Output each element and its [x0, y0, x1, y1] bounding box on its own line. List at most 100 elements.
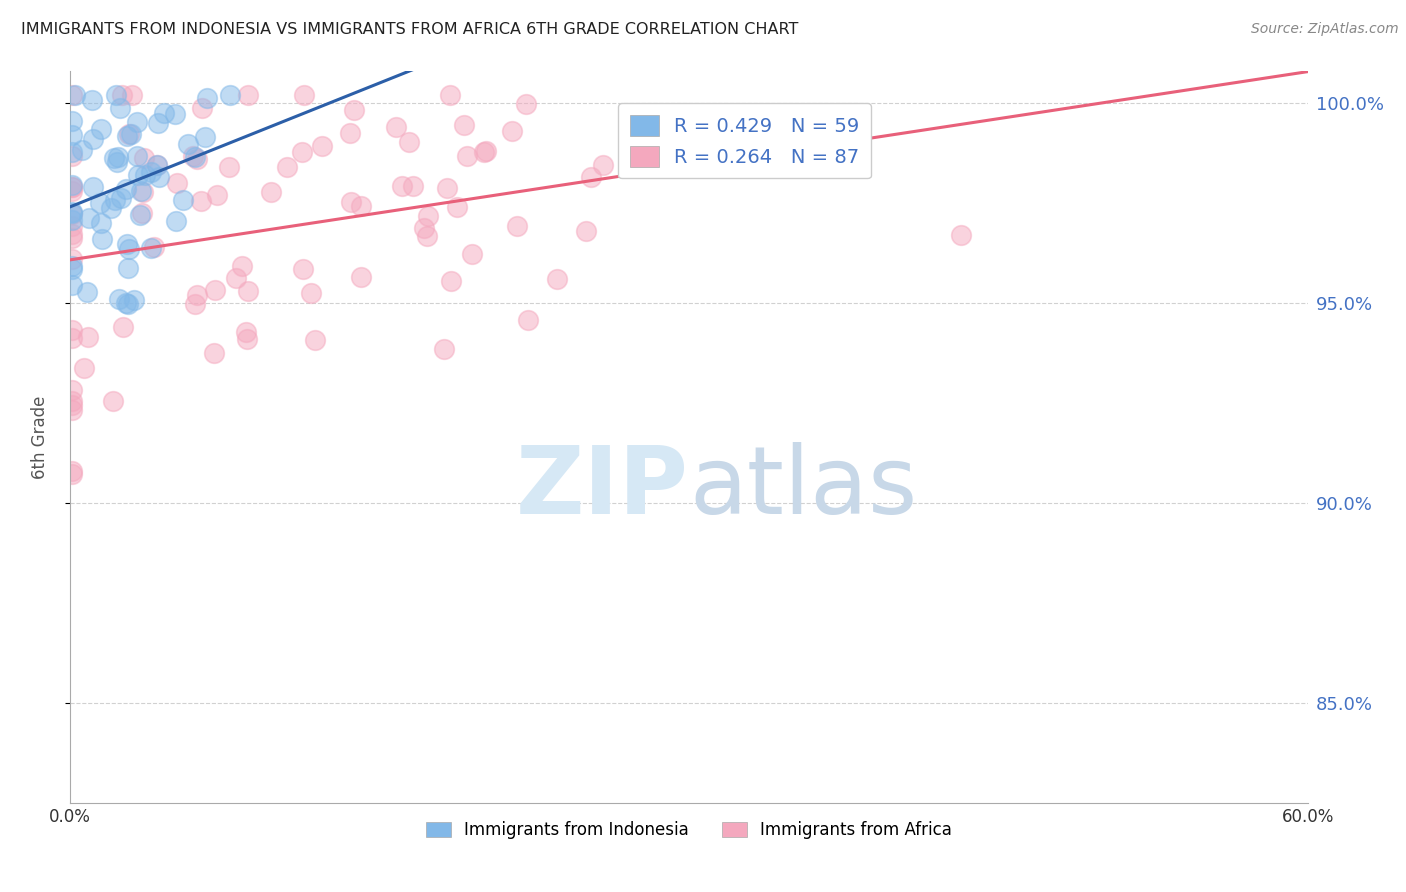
- Point: [60, 393, 83, 408]
- Point: [276, 160, 298, 174]
- Point: [60, 323, 83, 337]
- Point: [82, 132, 104, 146]
- Point: [105, 88, 128, 103]
- Point: [152, 105, 174, 120]
- Point: [339, 195, 361, 210]
- Point: [60, 252, 83, 266]
- Point: [127, 168, 149, 182]
- Point: [238, 284, 260, 298]
- Point: [146, 158, 169, 172]
- Point: [60, 88, 83, 103]
- Point: [73, 361, 96, 376]
- Point: [60, 331, 83, 345]
- Point: [60, 230, 83, 244]
- Point: [60, 398, 83, 412]
- Point: [129, 184, 152, 198]
- Point: [60, 467, 83, 481]
- Point: [101, 394, 124, 409]
- Point: [111, 88, 134, 103]
- Point: [436, 181, 458, 195]
- Point: [76, 329, 98, 343]
- Point: [236, 332, 259, 346]
- Point: [60, 145, 83, 159]
- Point: [60, 180, 83, 194]
- Point: [205, 188, 228, 202]
- Point: [439, 88, 461, 103]
- Point: [60, 128, 83, 142]
- Point: [70, 143, 93, 157]
- Point: [186, 288, 208, 302]
- Point: [402, 179, 425, 194]
- Point: [235, 326, 257, 340]
- Point: [433, 342, 456, 356]
- Point: [391, 179, 413, 194]
- Point: [91, 232, 114, 246]
- Point: [60, 207, 83, 221]
- Point: [103, 194, 125, 208]
- Point: [204, 284, 226, 298]
- Point: [446, 200, 468, 214]
- Point: [416, 209, 439, 223]
- Point: [131, 206, 153, 220]
- Point: [60, 261, 83, 276]
- Point: [60, 227, 83, 241]
- Point: [125, 115, 148, 129]
- Point: [62, 113, 84, 128]
- Point: [461, 247, 484, 261]
- Point: [103, 151, 125, 165]
- Point: [398, 135, 420, 149]
- Point: [472, 145, 495, 160]
- Point: [176, 136, 198, 151]
- Point: [128, 208, 150, 222]
- Point: [194, 129, 217, 144]
- Point: [501, 124, 523, 138]
- Point: [311, 138, 333, 153]
- Point: [60, 403, 83, 417]
- Point: [385, 120, 408, 134]
- Point: [292, 88, 315, 103]
- Point: [148, 169, 170, 184]
- Point: [575, 224, 598, 238]
- Point: [60, 184, 83, 198]
- Point: [107, 151, 129, 165]
- Point: [139, 242, 162, 256]
- Point: [202, 345, 225, 359]
- Point: [60, 260, 83, 274]
- Point: [146, 115, 169, 129]
- Point: [62, 205, 84, 219]
- Point: [291, 145, 314, 160]
- Point: [77, 211, 100, 226]
- Point: [107, 293, 129, 307]
- Point: [114, 295, 136, 310]
- Point: [117, 297, 139, 311]
- Point: [80, 94, 103, 108]
- Point: [172, 194, 194, 208]
- Point: [60, 464, 83, 478]
- Point: [301, 285, 323, 300]
- Point: [440, 274, 463, 288]
- Point: [121, 88, 143, 103]
- Point: [146, 158, 169, 172]
- Point: [453, 118, 475, 132]
- Point: [90, 122, 112, 136]
- Point: [117, 260, 139, 275]
- Point: [517, 312, 540, 326]
- Point: [260, 186, 283, 200]
- Point: [163, 107, 186, 121]
- Point: [60, 180, 83, 194]
- Point: [166, 177, 188, 191]
- Point: [225, 271, 247, 285]
- Point: [218, 160, 240, 174]
- Point: [350, 269, 373, 284]
- Point: [90, 217, 112, 231]
- Point: [139, 165, 162, 179]
- Point: [238, 88, 260, 103]
- Point: [105, 154, 128, 169]
- Point: [682, 145, 704, 160]
- Point: [100, 201, 122, 215]
- Point: [122, 293, 145, 307]
- Point: [60, 212, 83, 227]
- Point: [110, 191, 132, 205]
- Point: [117, 128, 139, 143]
- Point: [475, 144, 498, 158]
